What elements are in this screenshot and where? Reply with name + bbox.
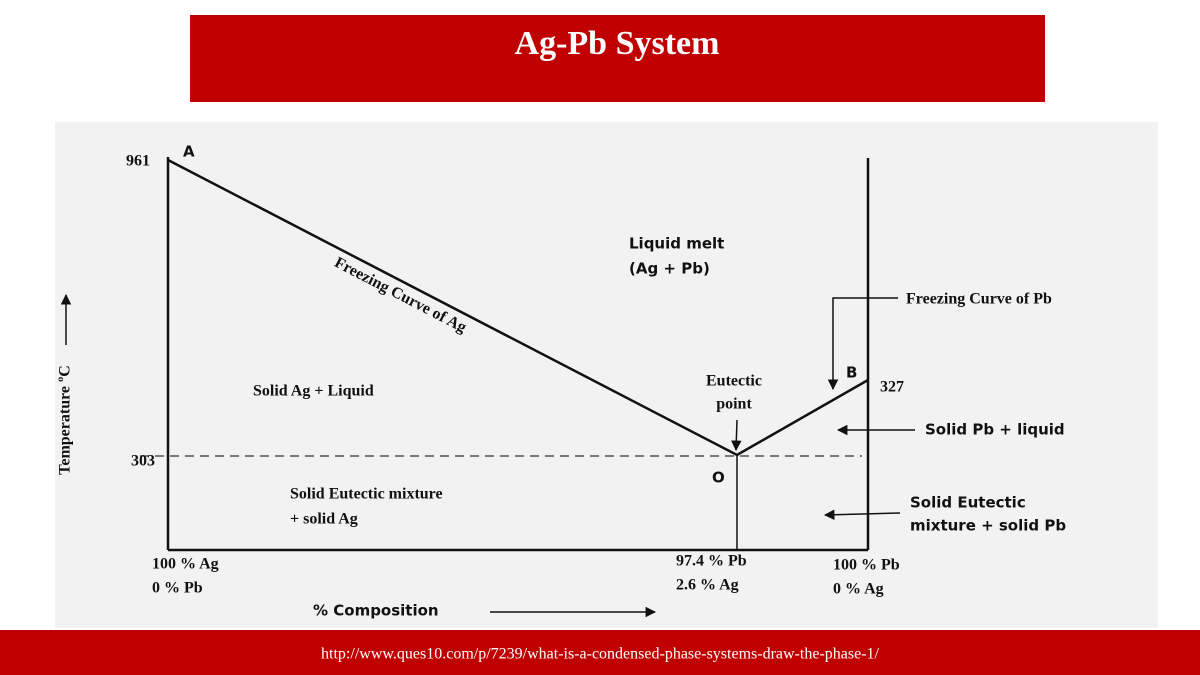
arrow bbox=[823, 509, 901, 520]
region-label: Solid Eutectic bbox=[910, 494, 1026, 512]
y-axis-label: Temperature ºC bbox=[57, 365, 74, 475]
arrow bbox=[731, 419, 742, 452]
region-label: Solid Eutectic mixture bbox=[290, 486, 443, 503]
composition-label: 100 % Pb bbox=[833, 557, 900, 574]
curve-label: Freezing Curve of Pb bbox=[906, 291, 1052, 308]
region-label: Liquid melt bbox=[629, 235, 724, 253]
title-bar bbox=[190, 15, 1045, 102]
region-label: Solid Pb + liquid bbox=[925, 421, 1065, 439]
region-label: (Ag + Pb) bbox=[629, 260, 710, 278]
temperature-label: 961 bbox=[126, 153, 150, 170]
point-label: B bbox=[846, 364, 857, 382]
slide-title: Ag-Pb System bbox=[515, 25, 720, 62]
composition-label: 97.4 % Pb bbox=[676, 553, 747, 570]
x-axis-label: % Composition bbox=[313, 602, 439, 620]
arrow bbox=[827, 297, 898, 391]
temperature-label: 303 bbox=[131, 453, 155, 470]
point-label: O bbox=[712, 469, 725, 487]
temperature-label: 327 bbox=[880, 379, 904, 396]
eutectic-label: point bbox=[716, 396, 752, 413]
composition-label: 0 % Pb bbox=[152, 580, 203, 597]
region-label: + solid Ag bbox=[290, 511, 358, 528]
composition-label: 2.6 % Ag bbox=[676, 577, 739, 594]
composition-label: 100 % Ag bbox=[152, 556, 219, 573]
source-url: http://www.ques10.com/p/7239/what-is-a-c… bbox=[321, 646, 879, 663]
region-label: Solid Ag + Liquid bbox=[253, 383, 374, 400]
footer-bar bbox=[0, 630, 1200, 675]
composition-label: 0 % Ag bbox=[833, 581, 884, 598]
eutectic-label: Eutectic bbox=[706, 373, 762, 390]
region-label: mixture + solid Pb bbox=[910, 517, 1066, 535]
point-label: A bbox=[183, 143, 195, 161]
diagram-background bbox=[55, 122, 1158, 628]
